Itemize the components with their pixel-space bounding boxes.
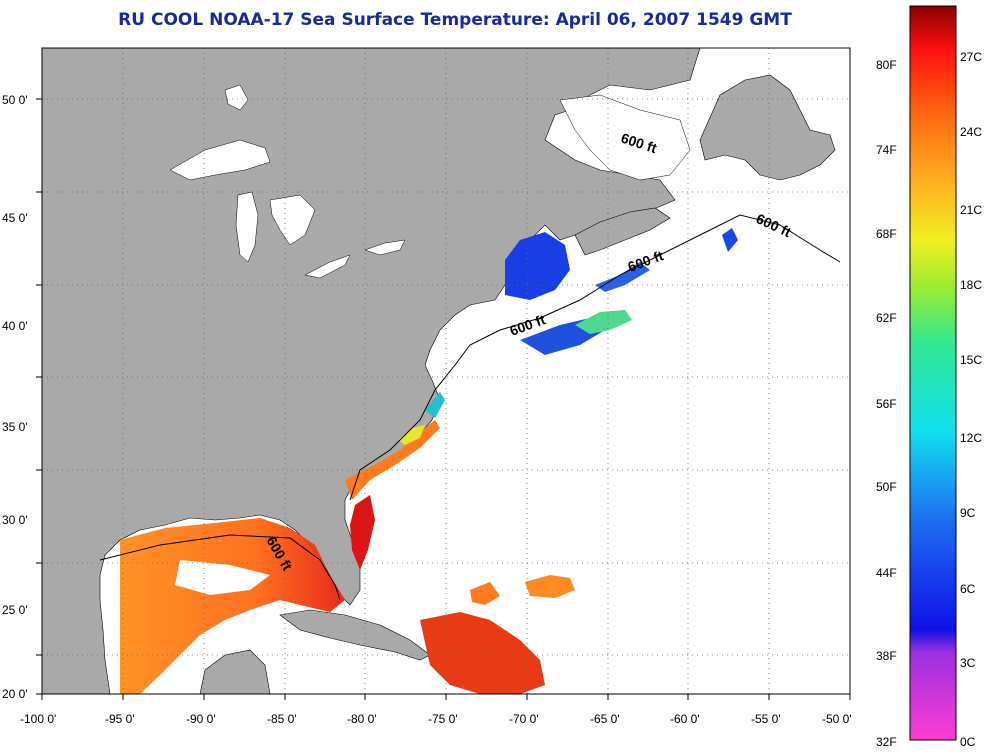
lon-label: -100 0' — [20, 712, 56, 726]
colorbar-fahrenheit-labels: 32F 38F 44F 50F 56F 62F 68F 74F 80F — [876, 58, 897, 749]
longitude-labels: -100 0' -95 0' -90 0' -85 0' -80 0' -75 … — [20, 712, 852, 726]
lon-label: -65 0' — [590, 712, 620, 726]
map-title: RU COOL NOAA-17 Sea Surface Temperature:… — [118, 10, 792, 30]
sst-shelf-cyan — [425, 392, 445, 418]
lake-michigan — [235, 191, 259, 263]
sst-gulf-white-gaps — [175, 560, 270, 595]
land-cuba — [279, 609, 431, 661]
sst-georges-blue — [595, 262, 650, 292]
lat-label: 40 0' — [2, 319, 28, 333]
lon-label: -80 0' — [347, 712, 377, 726]
c-label: 24C — [960, 125, 982, 139]
f-label: 32F — [876, 735, 897, 749]
f-label: 68F — [876, 227, 897, 241]
f-label: 56F — [876, 397, 897, 411]
latitude-labels: 20 0' 25 0' 30 0' 35 0' 40 0' 45 0' 50 0… — [2, 93, 28, 701]
c-label: 3C — [960, 656, 976, 670]
c-label: 0C — [960, 735, 976, 749]
f-label: 50F — [876, 480, 897, 494]
sst-slope-green — [575, 310, 632, 334]
lon-label: -85 0' — [267, 712, 297, 726]
c-label: 9C — [960, 506, 976, 520]
c-label: 6C — [960, 582, 976, 596]
lake-erie — [304, 254, 351, 279]
sst-bahamas-orange — [470, 582, 500, 605]
f-label: 38F — [876, 649, 897, 663]
f-label: 62F — [876, 311, 897, 325]
c-label: 18C — [960, 278, 982, 292]
f-label: 80F — [876, 58, 897, 72]
lon-label: -55 0' — [751, 712, 781, 726]
lon-label: -75 0' — [428, 712, 458, 726]
lat-label: 35 0' — [2, 420, 28, 434]
axis-ticks — [36, 98, 851, 700]
lon-label: -50 0' — [822, 712, 852, 726]
sst-gulf-of-mexico — [120, 518, 345, 694]
land-nova-scotia — [574, 207, 671, 256]
isobath-600ft — [99, 214, 841, 601]
sst-gulf-of-maine-blue — [505, 232, 570, 300]
lat-label: 45 0' — [2, 211, 28, 225]
lon-label: -90 0' — [186, 712, 216, 726]
lat-label: 30 0' — [2, 513, 28, 527]
lat-label: 25 0' — [2, 603, 28, 617]
c-label: 12C — [960, 431, 982, 445]
sst-caribbean-red — [420, 612, 545, 694]
sst-labrador-blue — [722, 228, 738, 252]
lon-label: -95 0' — [105, 712, 135, 726]
lat-label: 50 0' — [2, 93, 28, 107]
f-label: 74F — [876, 143, 897, 157]
sst-gulf-stream-carolina — [345, 420, 440, 500]
lake-huron — [269, 194, 316, 246]
sst-sargasso-orange — [525, 575, 575, 598]
lon-label: -60 0' — [670, 712, 700, 726]
lake-superior — [169, 139, 271, 181]
f-label: 44F — [876, 566, 897, 580]
land-newfoundland — [699, 74, 836, 181]
lon-label: -70 0' — [509, 712, 539, 726]
c-label: 27C — [960, 50, 982, 64]
colorbar-celsius-labels: 0C 3C 6C 9C 12C 15C 18C 21C 24C 27C — [960, 50, 982, 749]
sst-cape-hatteras-yellow — [398, 425, 425, 445]
sst-florida-current — [350, 495, 375, 570]
colorbar — [909, 5, 957, 741]
lake-ontario — [364, 239, 406, 256]
c-label: 21C — [960, 203, 982, 217]
lat-label: 20 0' — [2, 687, 28, 701]
hudson-lake-region — [224, 84, 249, 111]
c-label: 15C — [960, 353, 982, 367]
st-lawrence-gulf — [559, 94, 691, 181]
